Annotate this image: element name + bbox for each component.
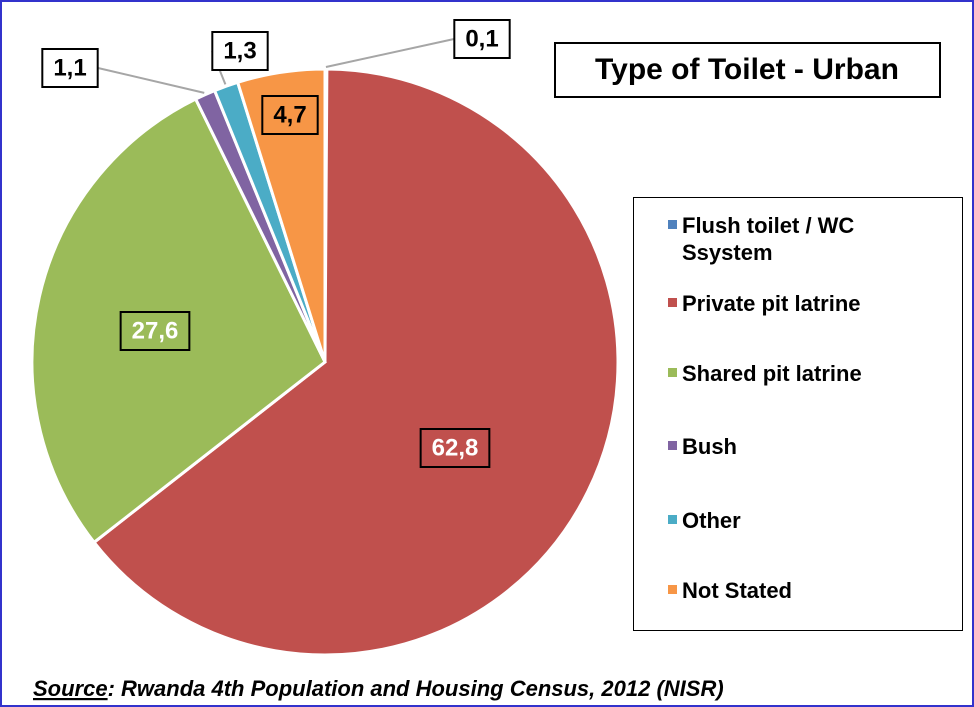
legend-item: Other — [668, 507, 932, 534]
data-label-box — [211, 31, 269, 71]
legend-swatch — [668, 368, 677, 377]
title-box — [554, 42, 941, 98]
source: Source: Rwanda 4th Population and Housin… — [33, 676, 724, 701]
legend-item: Flush toilet / WC Ssystem — [668, 212, 932, 266]
legend-label: Shared pit latrine — [682, 361, 862, 386]
legend-item: Bush — [668, 433, 932, 460]
data-label-box — [41, 48, 99, 88]
legend-swatch — [668, 441, 677, 450]
data-label: 0,1 — [465, 25, 498, 52]
chart-title: Type of Toilet - Urban — [595, 53, 899, 86]
legend-swatch — [668, 220, 677, 229]
legend-swatch — [668, 585, 677, 594]
legend: Flush toilet / WC Ssystem Private pit lat… — [633, 197, 963, 631]
legend-label: Other — [682, 508, 741, 533]
data-label-box — [261, 95, 319, 135]
legend-item: Not Stated — [668, 577, 932, 604]
legend-label: Bush — [682, 434, 737, 459]
data-label: 1,1 — [53, 54, 86, 81]
legend-swatch — [668, 298, 677, 307]
data-label: 62,8 — [432, 434, 479, 461]
data-label: 27,6 — [132, 317, 179, 344]
pie-slice — [30, 97, 327, 545]
data-label-box — [119, 311, 191, 351]
legend-item: Private pit latrine — [668, 290, 932, 317]
source-text: : Rwanda 4th Population and Housing Cens… — [108, 676, 724, 701]
legend-label: Not Stated — [682, 578, 792, 603]
data-label-box — [453, 19, 511, 59]
data-label: 1,3 — [223, 37, 256, 64]
data-label: 4,7 — [273, 101, 306, 128]
legend-label: Private pit latrine — [682, 291, 861, 316]
leader-line — [325, 38, 455, 68]
source-label: Source — [33, 676, 108, 701]
pie-slice — [235, 67, 327, 363]
pie-slice — [91, 67, 620, 657]
leader-line — [97, 67, 205, 94]
legend-label: Flush toilet / WC Ssystem — [682, 213, 855, 265]
legend-item: Shared pit latrine — [668, 360, 932, 387]
data-label-box — [419, 428, 491, 468]
legend-swatch — [668, 515, 677, 524]
